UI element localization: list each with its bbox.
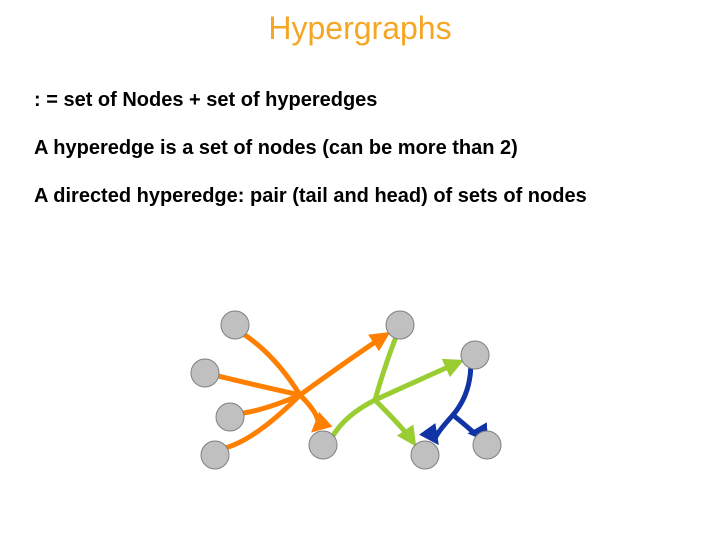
node-n2 xyxy=(191,359,219,387)
node-n8 xyxy=(461,341,489,369)
node-n6 xyxy=(386,311,414,339)
definition-line-2: A hyperedge is a set of nodes (can be mo… xyxy=(34,136,674,160)
node-n1 xyxy=(221,311,249,339)
node-n3 xyxy=(216,403,244,431)
hyperedge-green xyxy=(332,336,459,441)
hyperedges-group xyxy=(217,334,474,448)
node-n5 xyxy=(309,431,337,459)
definition-line-1: : = set of Nodes + set of hyperedges xyxy=(34,88,674,112)
node-n9 xyxy=(473,431,501,459)
node-n7 xyxy=(411,441,439,469)
definition-line-3: A directed hyperedge: pair (tail and hea… xyxy=(34,184,674,208)
hypergraph-diagram xyxy=(175,295,515,470)
hyperedge-blue xyxy=(435,366,474,440)
slide-title: Hypergraphs xyxy=(0,10,720,47)
hyperedge-orange xyxy=(217,334,386,448)
node-n4 xyxy=(201,441,229,469)
